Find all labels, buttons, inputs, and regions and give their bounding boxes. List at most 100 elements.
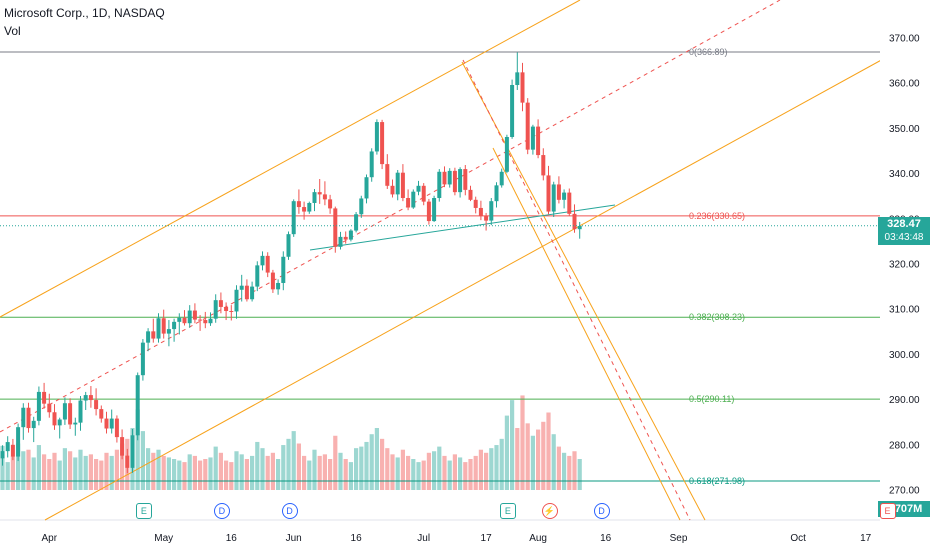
volume-bar [213, 446, 218, 490]
channel-line [44, 57, 886, 521]
volume-bar [229, 462, 234, 490]
time-tick-label: 16 [351, 533, 363, 544]
candle-body [546, 175, 551, 212]
fibonacci-retracement[interactable]: 0(366.89) 0.236(330.65) 0.382(308.23) 0.5(2… [0, 47, 880, 486]
time-tick-label: Apr [42, 533, 58, 544]
candle-body [406, 198, 411, 208]
volume-bar [31, 457, 36, 490]
candle-body [83, 395, 88, 401]
event-marker-earnings[interactable]: E [879, 503, 896, 519]
candle-body [250, 286, 255, 300]
candle-body [322, 194, 327, 200]
candle-body [16, 427, 21, 457]
volume-bar [400, 449, 405, 490]
candle-body [536, 126, 541, 156]
channel-line [462, 59, 691, 521]
price-tick-label: 340.00 [889, 169, 920, 180]
volume-bar [567, 455, 572, 490]
candle-body [203, 320, 208, 324]
volume-bar [62, 448, 67, 490]
candle-body [385, 164, 390, 186]
volume-bar [270, 452, 275, 490]
event-marker-earnings[interactable]: E [135, 503, 152, 519]
candle-body [192, 310, 197, 320]
volume-bar [421, 460, 426, 490]
candle-body [182, 317, 187, 324]
volume-bar [395, 457, 400, 490]
price-axis[interactable]: 370.00360.00350.00340.00330.00320.00310.… [880, 0, 932, 550]
candle-body [525, 102, 530, 150]
volume-bar [52, 452, 57, 490]
time-tick-label: 16 [226, 533, 238, 544]
volume-bars [0, 395, 582, 490]
volume-bar [166, 457, 171, 490]
volume-bar [281, 445, 286, 490]
candle-body [224, 306, 229, 312]
candle-body [270, 272, 275, 290]
candle-body [265, 255, 270, 273]
event-marker-dividend[interactable]: D [213, 503, 230, 519]
volume-bar [47, 459, 52, 490]
volume-bar [478, 449, 483, 490]
candle-body [99, 409, 104, 419]
symbol-title[interactable]: Microsoft Corp., 1D, NASDAQ [4, 6, 165, 20]
volume-indicator-label[interactable]: Vol [4, 24, 21, 38]
volume-bar [10, 455, 15, 490]
time-tick-label: Jun [286, 533, 302, 544]
candle-body [104, 418, 109, 429]
candle-body [432, 198, 437, 222]
event-marker-split[interactable]: ⚡ [541, 503, 558, 519]
candle-body [109, 418, 114, 429]
volume-bar [374, 428, 379, 490]
candle-body [359, 198, 364, 215]
candle-body [172, 321, 177, 330]
time-tick-label: Sep [670, 533, 688, 544]
candle-body [520, 72, 525, 103]
volume-bar [458, 457, 463, 490]
candle-body [416, 185, 421, 192]
candle-body [234, 289, 239, 312]
volume-bar [348, 462, 353, 490]
volume-bar [42, 454, 47, 490]
candle-body [510, 85, 515, 137]
time-tick-label: Aug [529, 533, 547, 544]
candle-body [239, 285, 244, 290]
candle-body [156, 318, 161, 339]
candle-body [244, 285, 249, 300]
volume-bar [21, 451, 26, 490]
event-marker-earnings[interactable]: E [499, 503, 516, 519]
volume-bar [473, 455, 478, 490]
volume-bar [447, 460, 452, 490]
candle-body [374, 122, 379, 152]
event-marker-dividend[interactable]: D [281, 503, 298, 519]
candle-body [463, 169, 468, 190]
volume-bar [317, 455, 322, 490]
candle-body [473, 199, 478, 208]
volume-bar [83, 455, 88, 490]
volume-bar [322, 454, 327, 490]
pitchfork-channels[interactable] [0, 0, 886, 521]
candle-body [515, 72, 520, 86]
event-marker-dividend[interactable]: D [593, 503, 610, 519]
volume-bar [302, 455, 307, 490]
candle-body [140, 342, 145, 376]
channel-line [0, 0, 581, 318]
volume-bar [296, 443, 301, 490]
volume-bar [286, 438, 291, 490]
volume-bar [536, 429, 541, 490]
channel-line [492, 147, 681, 521]
volume-bar [234, 451, 239, 490]
volume-bar [146, 448, 151, 490]
volume-bar [57, 460, 62, 490]
candle-body [120, 437, 125, 456]
volume-bar [291, 431, 296, 490]
volume-bar [406, 455, 411, 490]
candle-body [380, 122, 385, 165]
volume-bar [426, 452, 431, 490]
time-axis[interactable]: Apr May 16 Jun 16 Jul 17 Aug 16 Sep Oct 17 [42, 533, 872, 544]
candle-body [291, 201, 296, 235]
candle-body [567, 192, 572, 214]
volume-bar [312, 449, 317, 490]
candle-body [302, 207, 307, 212]
